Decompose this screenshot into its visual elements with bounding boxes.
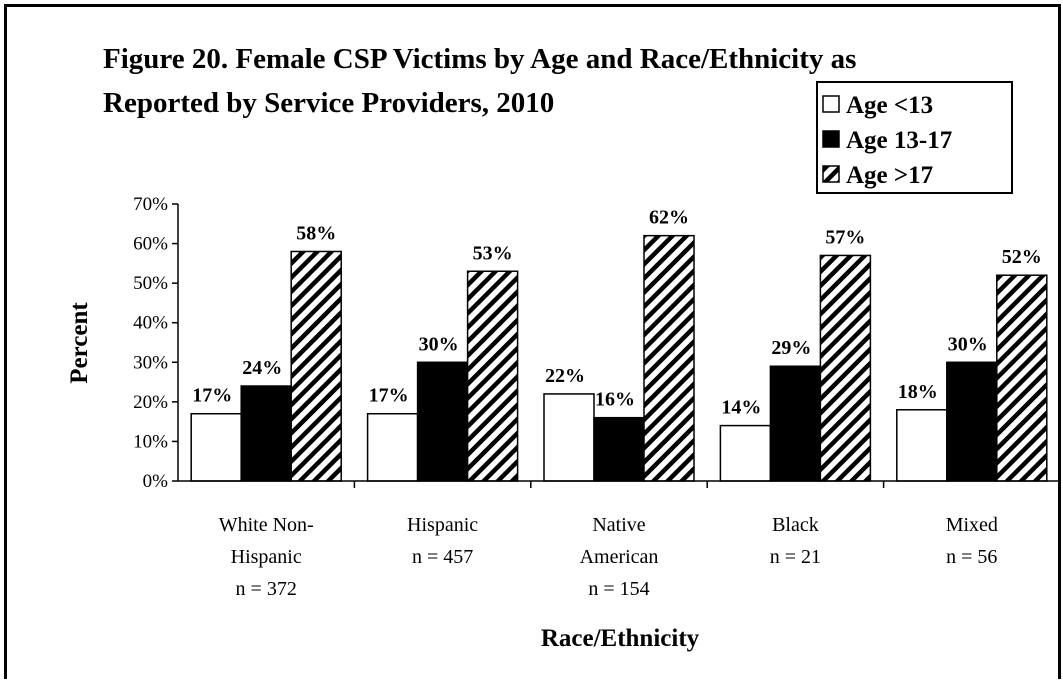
category-label: Black: [772, 514, 819, 536]
legend-label-age-13-17: Age 13-17: [846, 127, 952, 154]
category-label: American: [580, 546, 659, 568]
y-tick-label: 30%: [133, 352, 168, 373]
data-label-age-13-17: 16%: [595, 389, 635, 411]
bar-age-13-17: [416, 361, 469, 482]
bar-age-under-13: [366, 412, 419, 482]
category-label: Mixed: [946, 514, 998, 536]
category-label: n = 457: [412, 546, 473, 568]
data-label-age-13-17: 29%: [771, 337, 811, 359]
data-label-age-under-13: 14%: [721, 397, 761, 419]
data-label-age-over-17: 62%: [649, 207, 689, 229]
y-tick-label: 70%: [133, 194, 168, 215]
legend-box: [816, 81, 1013, 194]
bar-age-under-13: [543, 393, 595, 482]
y-tick-label: 20%: [133, 392, 168, 413]
bar-age-over-17: [643, 234, 695, 482]
chart-title-line1: Figure 20. Female CSP Victims by Age and…: [103, 43, 856, 75]
legend: Age <13 Age 13-17 Age >17: [816, 81, 1013, 194]
legend-swatch-age-13-17: [822, 130, 840, 148]
category-label: Hispanic: [231, 546, 302, 568]
category-label: n = 56: [946, 546, 997, 568]
legend-label-age-under-13: Age <13: [846, 92, 933, 119]
data-label-age-13-17: 24%: [242, 357, 282, 379]
category-label: White Non-: [219, 514, 314, 536]
y-axis-title: Percent: [66, 302, 93, 384]
data-label-age-over-17: 53%: [473, 242, 513, 264]
data-label-age-under-13: 17%: [192, 385, 232, 407]
y-tick-label: 50%: [133, 273, 168, 294]
data-label-age-over-17: 58%: [296, 222, 336, 244]
y-tick-label: 0%: [143, 471, 169, 492]
category-label: Native: [592, 514, 645, 536]
bar-age-under-13: [190, 412, 242, 482]
category-label: n = 21: [770, 546, 821, 568]
data-label-age-13-17: 30%: [948, 333, 988, 355]
data-label-age-over-17: 52%: [1002, 246, 1042, 268]
bar-age-under-13: [896, 409, 948, 482]
y-tick-label: 10%: [133, 431, 168, 452]
bar-age-over-17: [290, 250, 342, 482]
data-label-age-13-17: 30%: [419, 333, 459, 355]
legend-swatch-age-over-17: [822, 165, 840, 183]
bar-age-over-17: [996, 274, 1048, 482]
plot-area: 0% 10% 20% 30% 40% 50% 60% 70% 17% 24% 58% White No…: [133, 194, 1061, 600]
bar-age-over-17: [466, 270, 519, 482]
bar-age-13-17: [769, 365, 822, 482]
chart-frame: [4, 4, 1061, 679]
data-label-age-under-13: 18%: [898, 381, 938, 403]
data-label-age-under-13: 22%: [545, 365, 585, 387]
data-label-age-over-17: 57%: [825, 226, 865, 248]
data-label-age-under-13: 17%: [369, 385, 409, 407]
y-tick-label: 40%: [133, 313, 168, 334]
category-label: n = 154: [588, 578, 649, 600]
y-tick-label: 60%: [133, 234, 168, 255]
chart-title-line2: Reported by Service Providers, 2010: [103, 87, 554, 119]
bar-age-13-17: [946, 361, 998, 482]
bar-age-13-17: [240, 385, 292, 482]
bar-age-over-17: [819, 254, 872, 482]
legend-swatch-age-under-13: [822, 95, 840, 113]
legend-label-age-over-17: Age >17: [846, 162, 933, 189]
category-label: Hispanic: [407, 514, 478, 536]
bar-age-13-17: [593, 416, 645, 482]
x-axis-title: Race/Ethnicity: [541, 625, 700, 652]
bar-age-under-13: [719, 424, 772, 482]
category-label: n = 372: [236, 578, 297, 600]
